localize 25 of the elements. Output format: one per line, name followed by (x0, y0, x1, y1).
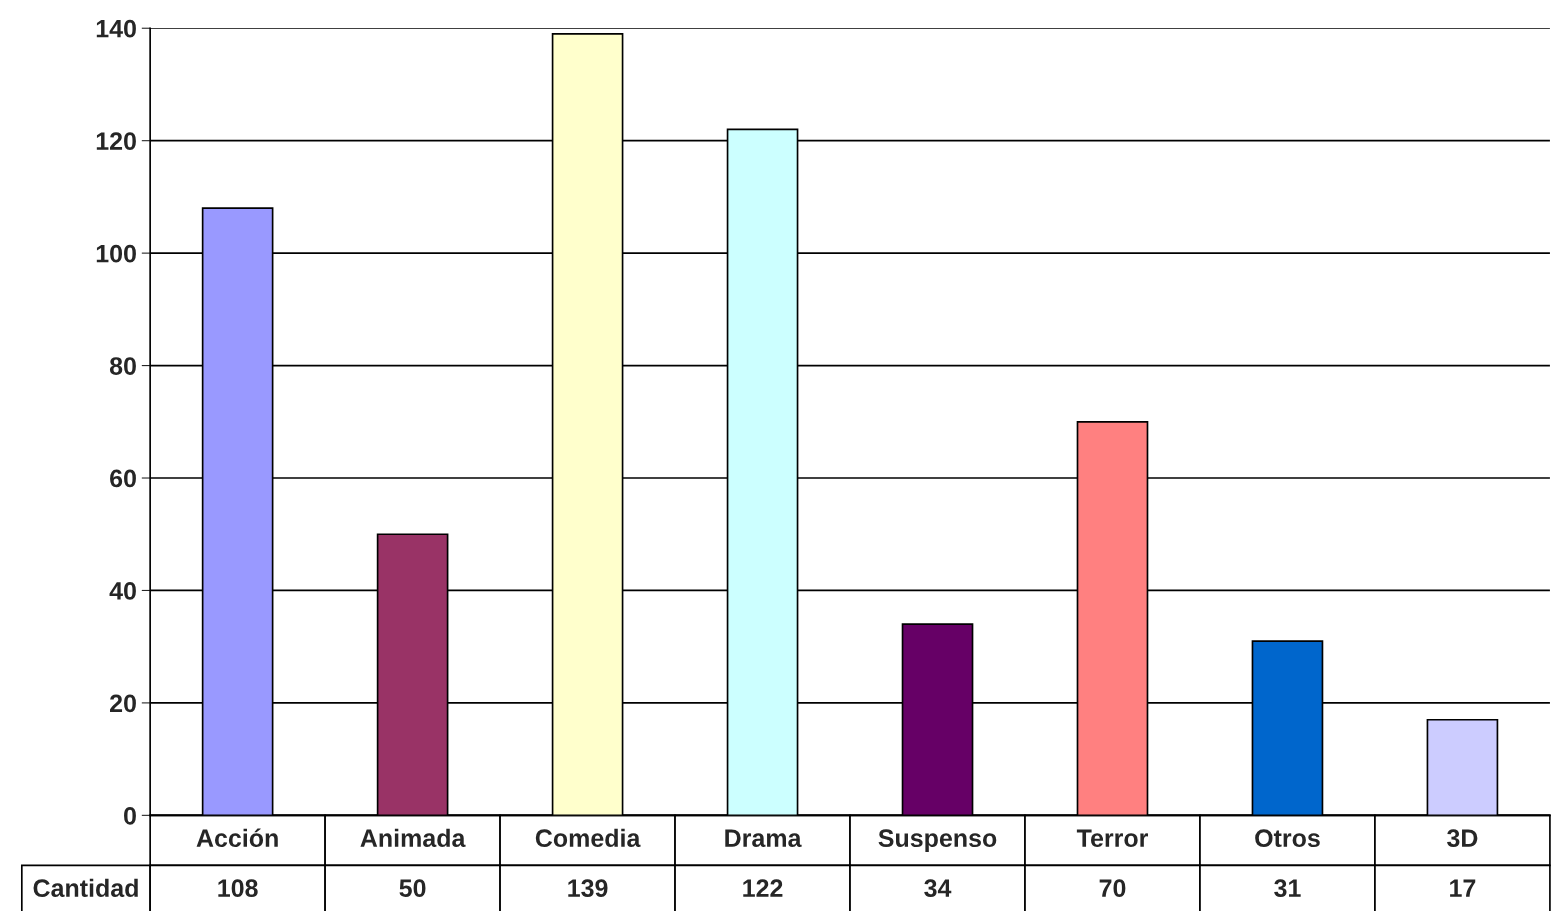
data-label: 17 (1450, 879, 1476, 897)
y-tick-label: 20 (110, 694, 136, 713)
x-tick-label: Acción (196, 828, 278, 848)
data-label: 108 (218, 879, 258, 898)
x-tick-label: Suspenso (878, 829, 997, 852)
data-label: 139 (568, 879, 608, 898)
data-label: 34 (924, 879, 952, 898)
y-tick-label: 120 (96, 132, 136, 150)
y-tick-label: 0 (124, 806, 136, 825)
x-tick-label: Animada (360, 828, 466, 848)
text: Cantidad (33, 878, 138, 898)
x-tick-label: Drama (725, 829, 802, 848)
x-tick-label: 3D (1447, 829, 1478, 848)
y-tick-label: 140 (96, 19, 136, 38)
data-label: 31 (1274, 879, 1301, 898)
x-tick-label: Terror (1076, 829, 1149, 848)
data-label: 50 (399, 879, 426, 898)
y-tick-label: 100 (96, 244, 136, 263)
y-tick-label: 40 (109, 582, 136, 600)
x-tick-label: Comedia (535, 828, 641, 848)
data-label: 122 (743, 879, 783, 897)
x-tick-label: Otros (1255, 829, 1320, 848)
data-label: 70 (1099, 879, 1126, 898)
y-tick-label: 60 (110, 469, 136, 488)
y-tick-label: 80 (109, 357, 136, 375)
